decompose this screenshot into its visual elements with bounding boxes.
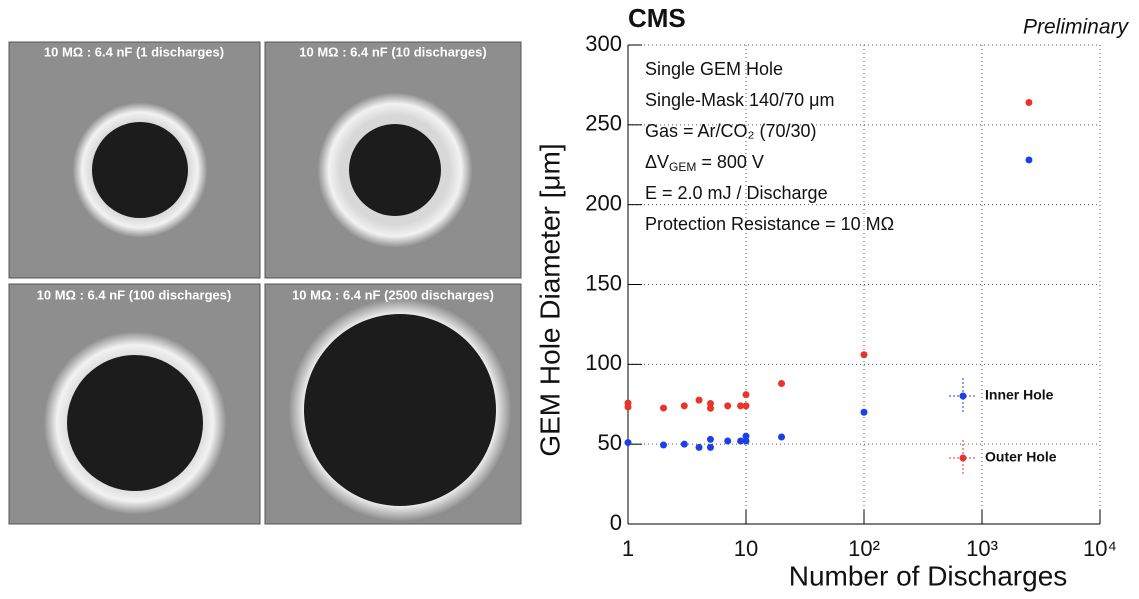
point (737, 437, 745, 445)
point (1025, 98, 1033, 106)
annotation: Protection Resistance = 10 MΩ (645, 214, 894, 234)
point (706, 435, 714, 443)
legend-label: Outer Hole (985, 449, 1057, 465)
hole (92, 122, 188, 218)
y-tick-label: 150 (585, 270, 622, 295)
y-tick-label: 200 (585, 190, 622, 215)
image-caption: 10 MΩ : 6.4 nF (1 discharges) (44, 44, 224, 59)
point (624, 403, 632, 411)
point (660, 441, 668, 449)
annotation-part: = 800 V (696, 152, 764, 172)
legend-label: Inner Hole (985, 387, 1054, 403)
x-axis-label: Number of Discharges (789, 560, 1068, 591)
point (737, 402, 745, 410)
point (680, 440, 688, 448)
annotation: ΔVGEM = 800 V (645, 152, 764, 174)
annotation-part: ΔV (645, 152, 669, 172)
point (695, 396, 703, 404)
y-tick-label: 300 (585, 31, 622, 56)
chart-title: CMS (628, 3, 686, 33)
point (1025, 156, 1033, 164)
point (706, 443, 714, 451)
x-tick-label: 10³ (966, 536, 998, 561)
hole (67, 355, 203, 491)
x-tick-label: 1 (622, 536, 634, 561)
point (724, 437, 732, 445)
point (742, 437, 750, 445)
y-tick-label: 50 (598, 430, 622, 455)
point (860, 351, 868, 359)
point (742, 391, 750, 399)
image-caption: 10 MΩ : 6.4 nF (10 discharges) (299, 44, 486, 59)
y-axis-label: GEM Hole Diameter [μm] (534, 143, 565, 456)
annotation: E = 2.0 mJ / Discharge (645, 183, 828, 203)
point (742, 432, 750, 440)
x-tick-label: 10⁴ (1083, 536, 1117, 561)
annotation-sub: GEM (669, 160, 696, 174)
y-tick-label: 250 (585, 111, 622, 136)
hole (349, 124, 441, 216)
point (695, 443, 703, 451)
legend-marker (959, 454, 967, 462)
point (742, 402, 750, 410)
image-caption: 10 MΩ : 6.4 nF (2500 discharges) (292, 287, 494, 302)
point (706, 399, 714, 407)
point (778, 433, 786, 441)
point (706, 404, 714, 412)
annotation: Gas = Ar/CO₂ (70/30) (645, 121, 817, 141)
point (680, 402, 688, 410)
chart-subtitle: Preliminary (1023, 16, 1130, 39)
legend-marker (959, 392, 967, 400)
y-tick-label: 100 (585, 350, 622, 375)
point (624, 439, 632, 447)
hole (304, 314, 496, 506)
x-tick-label: 10 (734, 536, 758, 561)
sem-panels: 10 MΩ : 6.4 nF (1 discharges) 10 MΩ : 6.… (8, 41, 522, 525)
image-caption: 10 MΩ : 6.4 nF (100 discharges) (37, 287, 232, 302)
point (778, 379, 786, 387)
y-tick-label: 0 (610, 510, 622, 535)
annotation: Single-Mask 140/70 μm (645, 90, 834, 110)
x-tick-label: 10² (848, 536, 880, 561)
point (724, 402, 732, 410)
point (660, 404, 668, 412)
point (860, 408, 868, 416)
annotation: Single GEM Hole (645, 59, 783, 79)
